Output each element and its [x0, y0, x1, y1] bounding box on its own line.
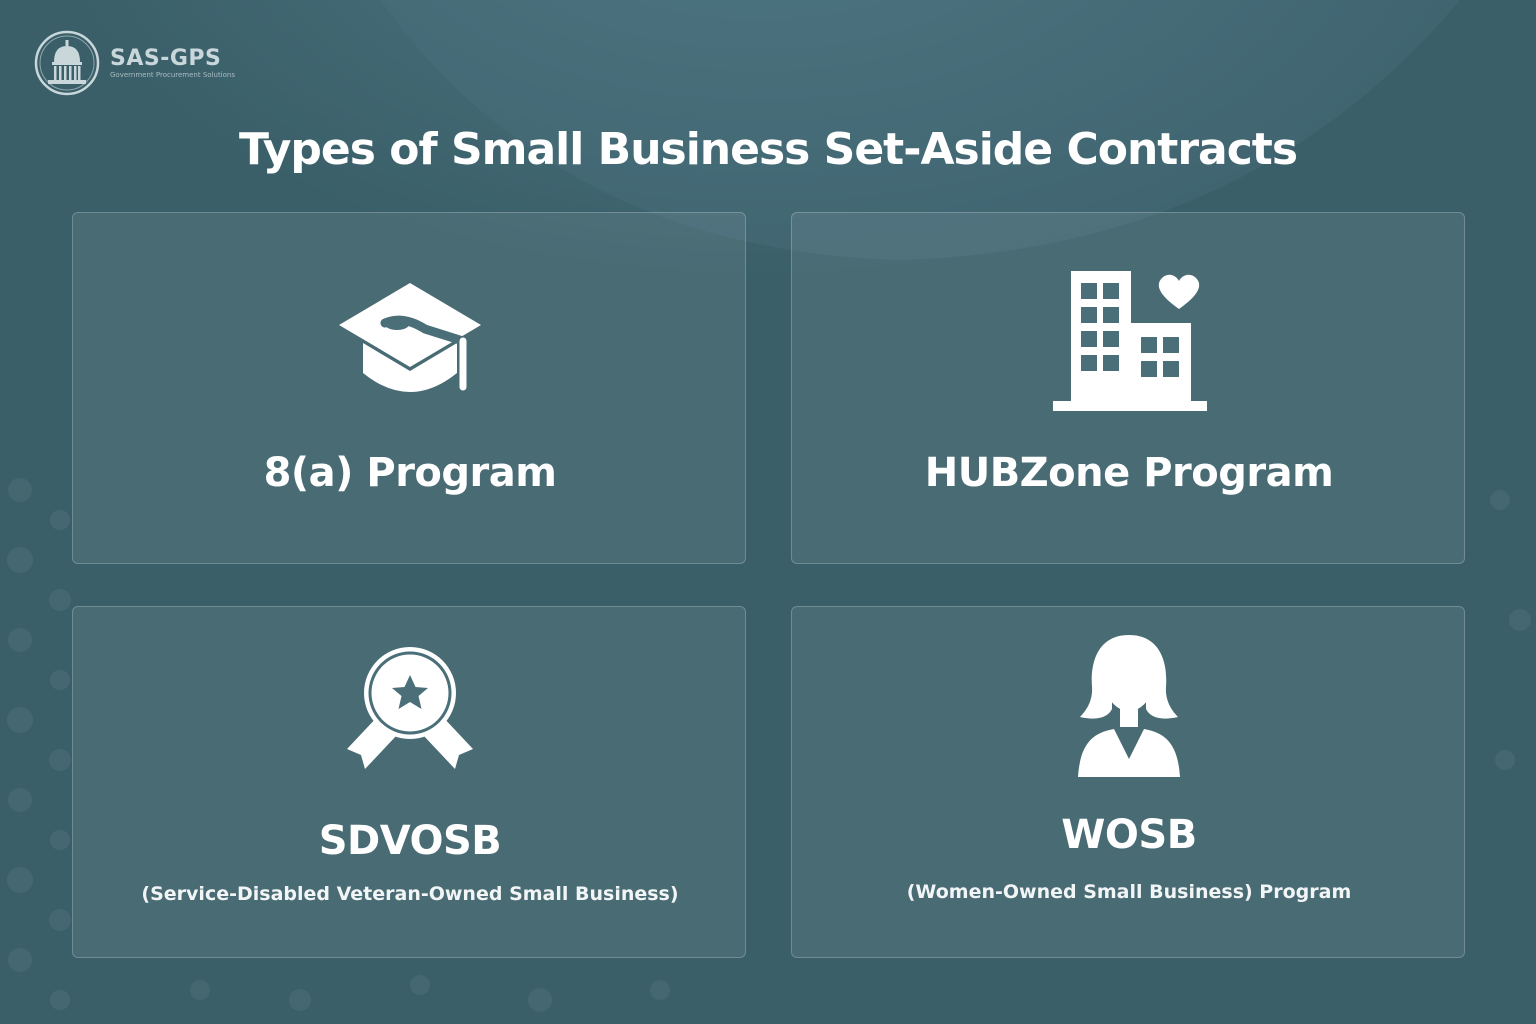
brand-tagline: Government Procurement Solutions — [110, 70, 235, 79]
card-subtitle: (Women-Owned Small Business) Program — [906, 881, 1352, 903]
card-subtitle: (Service-Disabled Veteran-Owned Small Bu… — [141, 883, 679, 905]
card-wosb: WOSB (Women-Owned Small Business) Progra… — [791, 606, 1465, 958]
woman-icon — [1078, 635, 1180, 777]
capitol-icon — [34, 30, 100, 96]
buildings-heart-icon — [1053, 271, 1207, 411]
card-hubzone-program: HUBZone Program — [791, 212, 1465, 564]
card-title: HUBZone Program — [924, 450, 1334, 496]
graduation-cap-icon — [339, 283, 481, 392]
brand-logo: SAS-GPS Government Procurement Solutions — [34, 30, 235, 96]
award-ribbon-icon — [347, 647, 473, 769]
card-8a-program: 8(a) Program — [72, 212, 746, 564]
card-title: SDVOSB — [318, 818, 502, 864]
page-title: Types of Small Business Set-Aside Contra… — [238, 124, 1298, 175]
card-sdvosb: SDVOSB (Service-Disabled Veteran-Owned S… — [72, 606, 746, 958]
card-title: 8(a) Program — [263, 450, 557, 496]
card-title: WOSB — [1061, 812, 1197, 858]
brand-name: SAS-GPS — [110, 45, 222, 71]
